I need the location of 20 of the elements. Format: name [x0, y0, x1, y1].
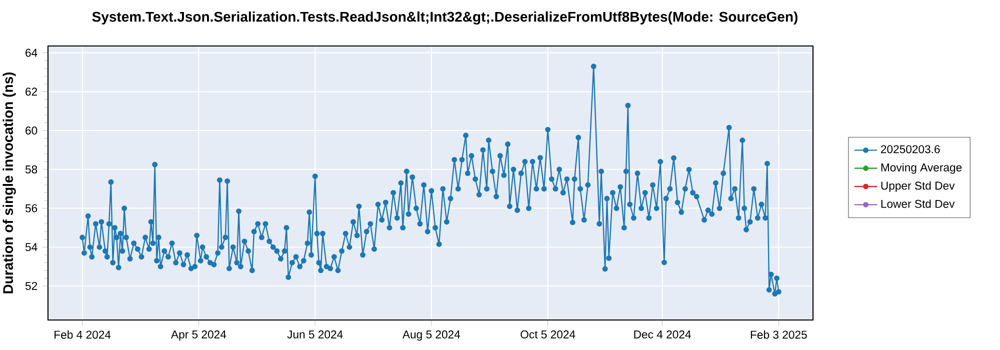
y-tick-label: 56 — [25, 204, 38, 212]
legend-label: 20250203.6 — [881, 145, 940, 154]
y-tick-label: 58 — [25, 165, 38, 174]
x-tick-label: Apr 5 2024 — [171, 330, 226, 341]
x-tick-label: Feb 4 2024 — [54, 330, 111, 339]
y-axis-title: Duration of single invocation (ns) — [2, 72, 16, 294]
x-tick-label: Aug 5 2024 — [402, 330, 460, 341]
legend-label: Lower Std Dev — [881, 200, 955, 208]
y-tick-label: 60 — [26, 126, 38, 135]
x-tick-label: Jun 5 2024 — [287, 330, 343, 338]
legend-label: Moving Average — [881, 163, 962, 174]
legend-label: Upper Std Dev — [881, 181, 955, 192]
y-tick-label: 52 — [25, 282, 38, 290]
chart-title: System.Text.Json.Serialization.Tests.ReadJson&lt;Int32&gt;.DeserializeFromUtf8Bytes(Mode: SourceGen) — [92, 11, 798, 25]
y-tick-label: 62 — [26, 88, 38, 96]
x-tick-label: Oct 5 2024 — [520, 330, 576, 338]
y-tick-label: 64 — [26, 48, 38, 57]
x-tick-label: Feb 3 2025 — [750, 330, 807, 339]
y-tick-label: 54 — [25, 243, 38, 252]
x-tick-label: Dec 4 2024 — [634, 330, 691, 338]
